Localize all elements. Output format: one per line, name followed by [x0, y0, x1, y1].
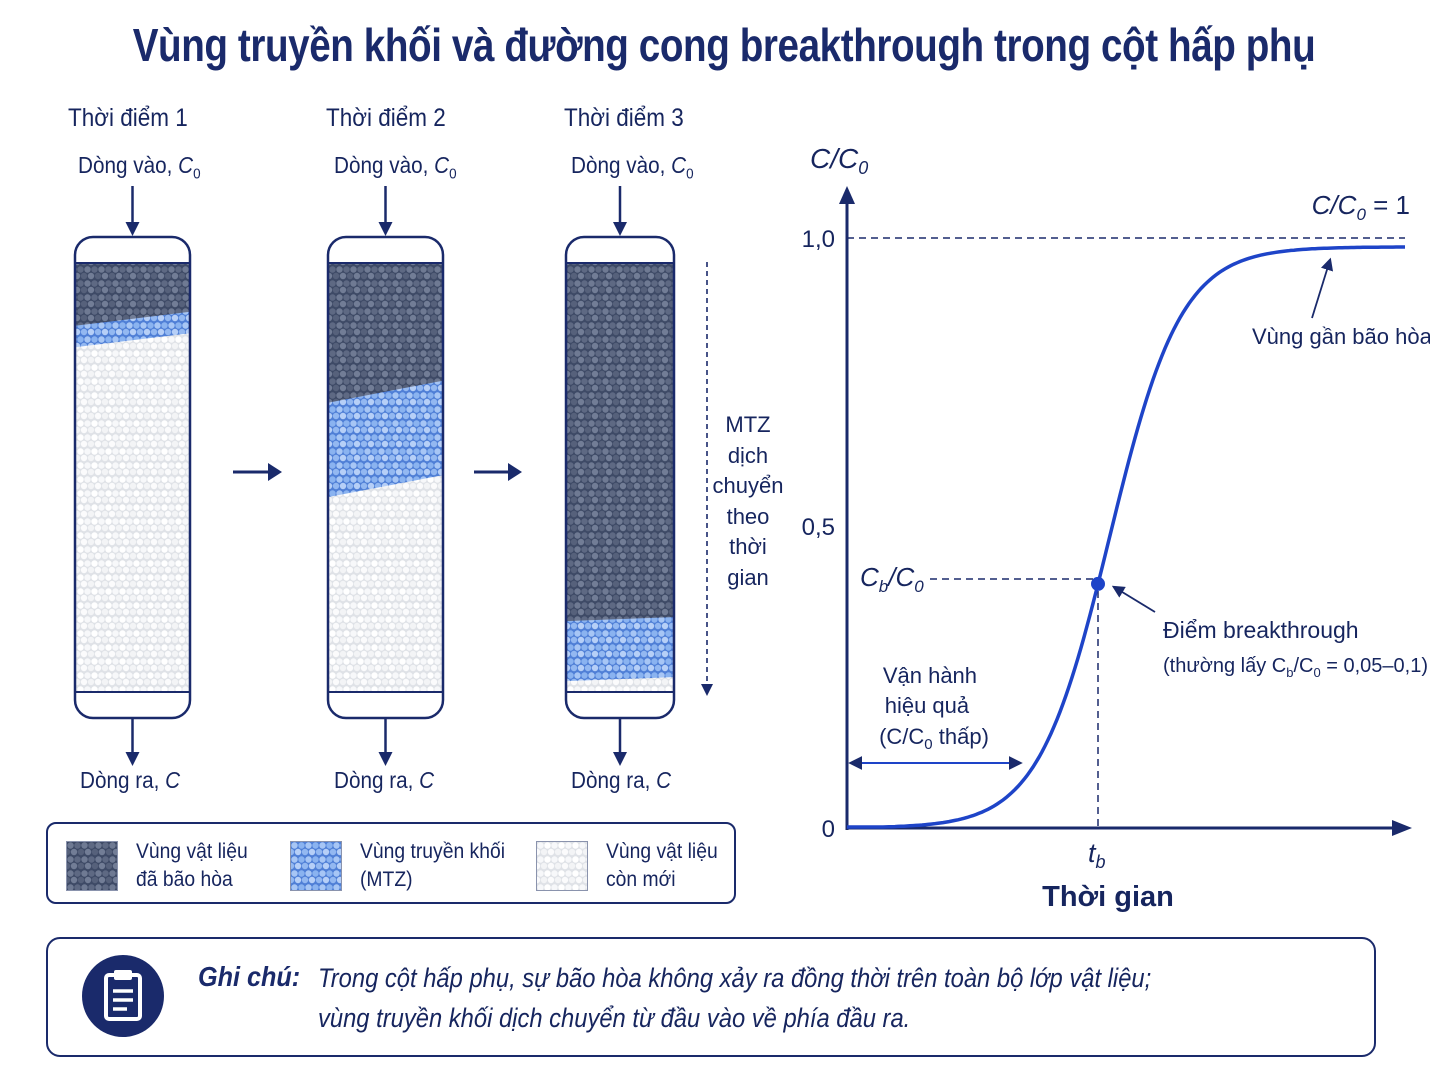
y-axis-arrow [839, 186, 855, 204]
adsorption-column [73, 186, 192, 766]
note-line-1: Trong cột hấp phụ, sự bão hòa không xảy … [318, 963, 1152, 993]
tb-label: tb [1088, 838, 1106, 872]
column-1-label: Thời điểm 1 [68, 104, 188, 132]
column-3-outlet-label: Dòng ra, C [571, 767, 672, 793]
legend-label: đã bão hòa [136, 868, 233, 891]
column-2-inlet-label: Dòng vào, C0 [334, 152, 457, 183]
inlet-arrow-icon [125, 186, 140, 236]
page-title: Vùng truyền khối và đường cong breakthro… [132, 19, 1316, 71]
adsorption-column [326, 186, 445, 766]
x-axis-arrow [1392, 820, 1412, 836]
y-tick-label: 0,5 [802, 514, 835, 541]
outlet-arrow-icon [378, 718, 393, 766]
breakthrough-point [1091, 576, 1105, 591]
legend-swatch-saturated [66, 841, 118, 891]
mtz-note-line: gian [727, 564, 769, 590]
legend-item-fresh: Vùng vật liệu còn mới [536, 838, 727, 894]
column-3-inlet-label: Dòng vào, C0 [571, 152, 694, 183]
saturated-zone [75, 263, 190, 326]
legend-item-mtz: Vùng truyền khối (MTZ) [290, 838, 518, 894]
column-3-label: Thời điểm 3 [564, 104, 684, 132]
breakthrough-point-label: Điểm breakthrough [1163, 617, 1359, 643]
column-1-inlet-label: Dòng vào, C0 [78, 152, 201, 183]
x-axis-title: Thời gian [1042, 881, 1174, 913]
arrow-right-icon [233, 463, 282, 481]
breakthrough-note: (thường lấy Cb/C0 = 0,05–0,1) [1163, 655, 1428, 680]
near-saturation-label: Vùng gần bão hòa [1252, 324, 1430, 349]
breakthrough-level-label: Cb/C0 [860, 562, 924, 596]
note-box: Ghi chú: Trong cột hấp phụ, sự bão hòa k… [46, 937, 1376, 1057]
legend-label: Vùng vật liệu [606, 840, 718, 863]
legend-label: còn mới [606, 868, 676, 891]
clipboard-icon [82, 955, 164, 1037]
note-line-2: vùng truyền khối dịch chuyển từ đầu vào … [318, 1003, 911, 1033]
column-1-outlet-label: Dòng ra, C [80, 767, 181, 793]
adsorption-columns-diagram [73, 186, 713, 766]
mtz-note-line: MTZ [725, 412, 771, 437]
saturated-zone [328, 263, 443, 403]
adsorption-column [564, 186, 676, 766]
mtz-note-line: dịch [727, 442, 769, 468]
operation-label: Vận hành hiệu quả (C/C0 thấp) [879, 663, 989, 753]
outlet-arrow-icon [125, 718, 140, 766]
note-label: Ghi chú: [198, 961, 301, 992]
legend-swatch-fresh [536, 841, 588, 891]
mtz-note-line: thời [729, 534, 767, 559]
inlet-arrow-icon [613, 186, 627, 236]
y-tick-label: 1,0 [802, 226, 835, 253]
legend-item-saturated: Vùng vật liệu đã bão hòa [66, 838, 257, 894]
legend-label: (MTZ) [360, 868, 413, 891]
column-2-label: Thời điểm 2 [326, 104, 446, 132]
mtz-note-line: theo [726, 503, 770, 529]
y-tick-label: 0 [822, 816, 835, 843]
legend-label: Vùng vật liệu [136, 840, 248, 863]
mtz-note-line: chuyển [712, 473, 784, 498]
saturation-label: C/C0 = 1 [1312, 190, 1410, 224]
breakthrough-annotation-arrow [1111, 585, 1156, 613]
saturated-zone [566, 263, 674, 622]
arrow-right-icon [474, 463, 522, 481]
mtz-movement-arrow [701, 262, 713, 696]
near-saturation-annotation-arrow [1311, 257, 1334, 319]
breakthrough-chart: C/C0 1,0 0,5 0 C/C0 = 1 Cb/C0 tb Thời gi… [802, 143, 1430, 913]
column-2-outlet-label: Dòng ra, C [334, 767, 435, 793]
legend-label: Vùng truyền khối [360, 840, 506, 863]
legend-swatch-mtz [290, 841, 342, 891]
legend: Vùng vật liệu đã bão hòa Vùng truyền khối… [46, 822, 736, 904]
y-axis-title: C/C0 [810, 143, 868, 178]
outlet-arrow-icon [613, 718, 627, 766]
breakthrough-curve [847, 245, 1405, 829]
mtz-movement-note: MTZ dịch chuyển theo thời gian [712, 410, 784, 593]
inlet-arrow-icon [378, 186, 393, 236]
